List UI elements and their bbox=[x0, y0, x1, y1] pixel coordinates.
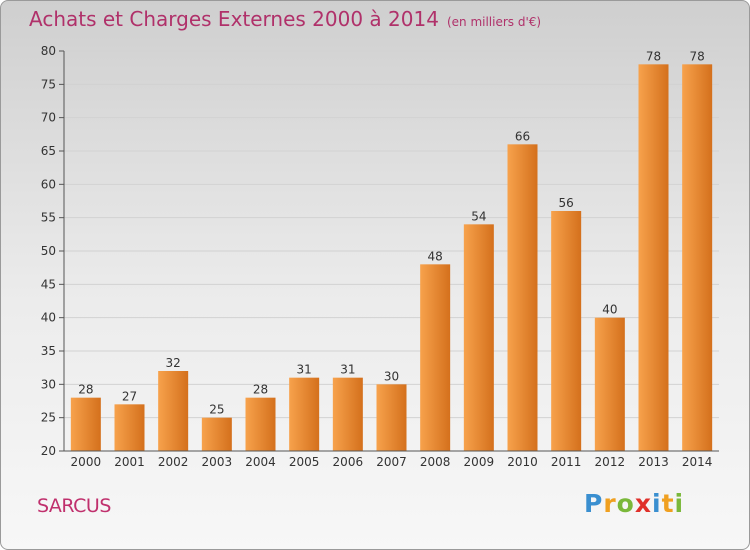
bar-value-label: 78 bbox=[690, 49, 705, 63]
bar-value-label: 66 bbox=[515, 129, 530, 143]
x-tick-label: 2005 bbox=[289, 455, 320, 469]
bar bbox=[420, 264, 451, 451]
x-tick-label: 2006 bbox=[333, 455, 364, 469]
logo-letter: i bbox=[652, 489, 662, 518]
bar-value-label: 40 bbox=[602, 303, 617, 317]
logo-letter: t bbox=[661, 489, 675, 518]
bar-value-label: 30 bbox=[384, 369, 399, 383]
bar-value-label: 31 bbox=[340, 363, 355, 377]
y-tick-label: 60 bbox=[41, 177, 56, 191]
bar-value-label: 56 bbox=[559, 196, 574, 210]
bar bbox=[201, 417, 232, 451]
bar bbox=[638, 64, 669, 452]
y-tick-label: 20 bbox=[41, 444, 56, 458]
y-tick-label: 50 bbox=[41, 244, 56, 258]
x-axis: 2000 2001 2002 2003 2004 2005 2006 2007 2008 2009… bbox=[64, 450, 719, 469]
x-tick-label: 2012 bbox=[595, 455, 626, 469]
x-tick-label: 2009 bbox=[464, 455, 495, 469]
logo-letter: P bbox=[584, 489, 604, 518]
bar bbox=[594, 317, 625, 451]
bar bbox=[463, 224, 494, 451]
x-tick-label: 2003 bbox=[202, 455, 233, 469]
y-axis: 20 25 30 35 40 45 50 55 60 65 70 75 80 bbox=[41, 44, 65, 458]
y-tick-label: 35 bbox=[41, 344, 56, 358]
bar bbox=[289, 377, 320, 451]
x-tick-label: 2004 bbox=[245, 455, 276, 469]
x-tick-label: 2001 bbox=[114, 455, 145, 469]
x-tick-label: 2013 bbox=[638, 455, 669, 469]
y-tick-label: 45 bbox=[41, 277, 56, 291]
x-tick-label: 2014 bbox=[682, 455, 713, 469]
bar-value-label: 54 bbox=[471, 209, 486, 223]
bar bbox=[507, 144, 538, 452]
logo-letter: r bbox=[603, 489, 617, 518]
bar bbox=[332, 377, 363, 451]
bars: 28 27 32 25 28 31 31 30 48 54 66 56 40 78 78 bbox=[70, 49, 713, 452]
x-tick-label: 2008 bbox=[420, 455, 451, 469]
y-tick-label: 40 bbox=[41, 311, 56, 325]
bar-value-label: 31 bbox=[297, 363, 312, 377]
bar bbox=[682, 64, 713, 452]
x-tick-label: 2000 bbox=[71, 455, 102, 469]
logo-letter: x bbox=[634, 489, 652, 518]
bar-value-label: 32 bbox=[166, 356, 181, 370]
y-tick-label: 65 bbox=[41, 144, 56, 158]
bar-value-label: 27 bbox=[122, 389, 137, 403]
y-tick-label: 25 bbox=[41, 411, 56, 425]
y-tick-label: 55 bbox=[41, 211, 56, 225]
x-tick-label: 2010 bbox=[507, 455, 538, 469]
bar-value-label: 48 bbox=[428, 249, 443, 263]
chart-title-text: Achats et Charges Externes 2000 à 2014 bbox=[29, 7, 439, 31]
bar bbox=[114, 404, 145, 451]
bar bbox=[376, 384, 407, 451]
logo-letter: i bbox=[674, 489, 685, 518]
bar-value-label: 28 bbox=[78, 383, 93, 397]
x-tick-label: 2011 bbox=[551, 455, 582, 469]
bar-value-label: 78 bbox=[646, 49, 661, 63]
y-tick-label: 30 bbox=[41, 377, 56, 391]
x-tick-label: 2007 bbox=[376, 455, 407, 469]
y-tick-label: 70 bbox=[41, 111, 56, 125]
chart-title: Achats et Charges Externes 2000 à 2014 (e… bbox=[29, 7, 541, 31]
bar-value-label: 28 bbox=[253, 383, 268, 397]
commune-name: SARCUS bbox=[37, 495, 111, 517]
proxiti-logo: Proxiti bbox=[584, 489, 684, 518]
bar bbox=[158, 371, 189, 451]
bar bbox=[245, 397, 276, 451]
y-tick-label: 75 bbox=[41, 77, 56, 91]
bar bbox=[70, 397, 101, 451]
x-tick-label: 2002 bbox=[158, 455, 189, 469]
bar bbox=[551, 211, 582, 451]
bar-value-label: 25 bbox=[209, 403, 224, 417]
y-tick-label: 80 bbox=[41, 44, 56, 58]
logo-letter: o bbox=[616, 489, 635, 518]
chart-subtitle: (en milliers d'€) bbox=[446, 15, 542, 29]
